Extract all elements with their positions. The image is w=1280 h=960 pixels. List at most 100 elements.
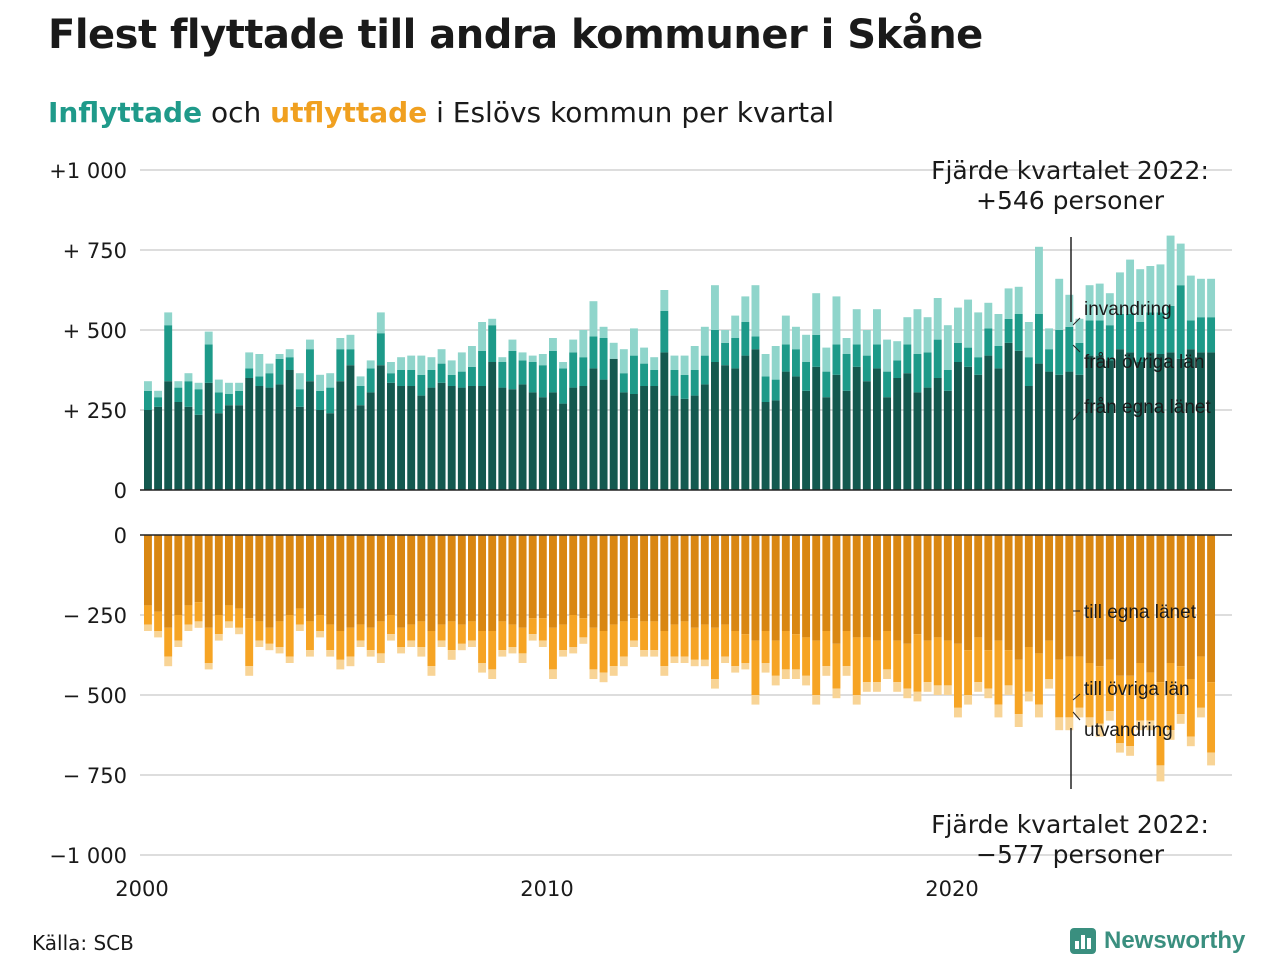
top-annotation-line1: Fjärde kvartalet 2022: bbox=[931, 156, 1209, 185]
bar-fran-egna-lanet bbox=[285, 370, 294, 490]
bar-till-egna-lanet bbox=[1035, 535, 1043, 654]
bar-fran-ovriga-lan bbox=[873, 344, 881, 369]
bar-till-egna-lanet bbox=[245, 535, 254, 619]
bar-fran-egna-lanet bbox=[579, 386, 588, 490]
bar-utvandring bbox=[630, 640, 638, 647]
bar-fran-egna-lanet bbox=[326, 413, 335, 490]
bar-till-egna-lanet bbox=[832, 535, 841, 644]
bottom-annotation: Fjärde kvartalet 2022: −577 personer bbox=[930, 810, 1210, 870]
bar-fran-egna-lanet bbox=[781, 371, 790, 490]
bar-utvandring bbox=[1065, 717, 1074, 731]
bar-fran-egna-lanet bbox=[842, 390, 851, 490]
bar-utvandring bbox=[579, 637, 588, 644]
bar-till-egna-lanet bbox=[802, 535, 811, 638]
bar-till-ovriga-lan bbox=[1035, 653, 1043, 705]
bar-till-ovriga-lan bbox=[842, 631, 851, 667]
bar-till-ovriga-lan bbox=[225, 605, 233, 622]
bar-utvandring bbox=[387, 634, 395, 641]
bar-till-egna-lanet bbox=[397, 535, 406, 628]
bar-utvandring bbox=[518, 653, 527, 663]
bar-utvandring bbox=[478, 663, 487, 673]
bar-invandring bbox=[599, 326, 608, 338]
bar-invandring bbox=[680, 355, 689, 375]
bar-till-ovriga-lan bbox=[1024, 647, 1033, 692]
y-tick-label-top: +1 000 bbox=[49, 159, 127, 183]
bar-till-egna-lanet bbox=[285, 535, 294, 615]
bar-till-ovriga-lan bbox=[943, 640, 952, 686]
bar-till-ovriga-lan bbox=[285, 615, 294, 657]
bar-fran-ovriga-lan bbox=[579, 357, 588, 386]
bar-till-ovriga-lan bbox=[670, 624, 679, 657]
bar-fran-ovriga-lan bbox=[1197, 317, 1205, 353]
bar-fran-ovriga-lan bbox=[792, 349, 800, 377]
bar-till-ovriga-lan bbox=[538, 618, 547, 641]
bar-utvandring bbox=[923, 682, 932, 692]
bar-fran-ovriga-lan bbox=[174, 387, 183, 402]
bar-fran-ovriga-lan bbox=[731, 338, 740, 369]
bar-invandring bbox=[1085, 285, 1094, 321]
bar-invandring bbox=[792, 326, 800, 350]
bar-till-egna-lanet bbox=[366, 535, 375, 628]
bar-invandring bbox=[1136, 269, 1145, 322]
bar-till-egna-lanet bbox=[184, 535, 193, 606]
bar-fran-egna-lanet bbox=[721, 365, 730, 490]
bar-fran-egna-lanet bbox=[1116, 349, 1124, 490]
bar-till-ovriga-lan bbox=[913, 634, 922, 692]
bar-invandring bbox=[437, 349, 446, 364]
bar-invandring bbox=[498, 357, 507, 362]
bar-till-ovriga-lan bbox=[174, 615, 183, 641]
bar-fran-ovriga-lan bbox=[1035, 314, 1043, 364]
bar-invandring bbox=[488, 318, 497, 326]
bar-till-egna-lanet bbox=[417, 535, 426, 622]
bar-fran-egna-lanet bbox=[447, 386, 456, 490]
bar-invandring bbox=[1166, 235, 1175, 306]
bar-till-ovriga-lan bbox=[660, 631, 669, 667]
bar-fran-egna-lanet bbox=[771, 400, 780, 490]
bar-invandring bbox=[316, 374, 325, 391]
bar-till-egna-lanet bbox=[862, 535, 871, 638]
bar-invandring bbox=[1075, 318, 1084, 343]
bar-till-ovriga-lan bbox=[680, 621, 689, 657]
bar-utvandring bbox=[781, 669, 790, 679]
bar-till-egna-lanet bbox=[630, 535, 638, 619]
bar-till-ovriga-lan bbox=[204, 627, 213, 663]
bar-fran-ovriga-lan bbox=[923, 352, 932, 388]
bar-fran-ovriga-lan bbox=[498, 362, 507, 388]
bar-fran-ovriga-lan bbox=[1045, 349, 1054, 372]
bar-till-ovriga-lan bbox=[873, 640, 881, 683]
bar-till-ovriga-lan bbox=[1065, 656, 1074, 718]
bar-invandring bbox=[295, 373, 304, 390]
label-utvandring: utvandring bbox=[1084, 720, 1173, 741]
bar-utvandring bbox=[326, 650, 335, 657]
bar-till-egna-lanet bbox=[478, 535, 487, 631]
bar-invandring bbox=[1035, 246, 1043, 314]
bar-fran-ovriga-lan bbox=[1055, 330, 1064, 375]
bar-till-egna-lanet bbox=[1095, 535, 1104, 667]
bar-fran-egna-lanet bbox=[883, 397, 892, 490]
bar-till-ovriga-lan bbox=[518, 627, 527, 654]
bar-invandring bbox=[711, 285, 719, 330]
bar-utvandring bbox=[366, 650, 375, 657]
label-till-egna-lanet: till egna länet bbox=[1084, 602, 1197, 623]
bottom-annotation-line1: Fjärde kvartalet 2022: bbox=[931, 810, 1209, 839]
bar-utvandring bbox=[336, 659, 345, 670]
bar-invandring bbox=[1126, 259, 1135, 314]
bar-utvandring bbox=[1014, 714, 1023, 727]
bar-invandring bbox=[761, 354, 770, 377]
bar-fran-egna-lanet bbox=[609, 358, 618, 490]
bar-fran-ovriga-lan bbox=[640, 363, 649, 386]
y-tick-label-bottom: −1 000 bbox=[49, 844, 127, 868]
bar-fran-egna-lanet bbox=[700, 384, 709, 490]
bar-till-egna-lanet bbox=[700, 535, 709, 625]
bar-till-egna-lanet bbox=[781, 535, 790, 631]
bar-fran-egna-lanet bbox=[589, 368, 598, 490]
bar-utvandring bbox=[1197, 707, 1205, 718]
bar-fran-egna-lanet bbox=[295, 406, 304, 490]
bar-fran-ovriga-lan bbox=[589, 336, 598, 369]
bar-fran-ovriga-lan bbox=[265, 373, 274, 388]
bar-utvandring bbox=[569, 647, 578, 654]
bar-fran-ovriga-lan bbox=[1136, 322, 1145, 362]
bar-utvandring bbox=[1075, 707, 1084, 718]
bar-fran-ovriga-lan bbox=[974, 357, 983, 375]
bar-till-ovriga-lan bbox=[295, 608, 304, 625]
